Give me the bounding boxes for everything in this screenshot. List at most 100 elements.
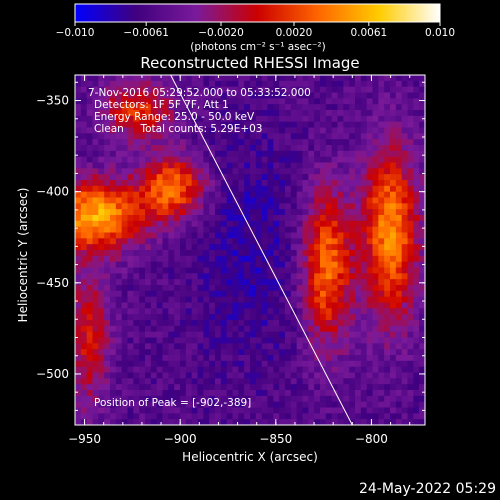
heatmap-cell xyxy=(378,162,385,169)
heatmap-cell xyxy=(261,250,268,257)
heatmap-cell xyxy=(185,413,193,420)
heatmap-cell xyxy=(250,255,257,263)
heatmap-cell xyxy=(185,290,193,298)
heatmap-cell xyxy=(261,366,268,373)
heatmap-cell xyxy=(331,395,338,403)
heatmap-cell xyxy=(145,75,152,82)
heatmap-cell xyxy=(75,384,82,391)
heatmap-cell xyxy=(302,150,309,158)
heatmap-cell xyxy=(296,407,303,414)
heatmap-cell xyxy=(308,209,315,216)
heatmap-cell xyxy=(279,80,286,88)
heatmap-cell xyxy=(290,419,298,425)
heatmap-cell xyxy=(92,156,99,163)
heatmap-cell xyxy=(203,349,210,356)
heatmap-cell xyxy=(203,325,210,333)
heatmap-cell xyxy=(343,115,350,123)
heatmap-cell xyxy=(226,384,233,391)
heatmap-cell xyxy=(279,290,286,298)
heatmap-cell xyxy=(145,232,152,239)
heatmap-cell xyxy=(115,110,123,117)
heatmap-cell xyxy=(104,232,111,239)
heatmap-cell xyxy=(209,215,216,222)
heatmap-cell xyxy=(255,273,263,280)
heatmap-cell xyxy=(162,255,169,263)
heatmap-cell xyxy=(139,395,146,403)
heatmap-cell xyxy=(407,343,414,350)
heatmap-cell xyxy=(180,139,187,146)
heatmap-cell xyxy=(285,255,292,263)
heatmap-cell xyxy=(343,244,350,251)
heatmap-cell xyxy=(302,156,309,163)
heatmap-cell xyxy=(191,360,198,368)
heatmap-cell xyxy=(226,174,233,181)
heatmap-cell xyxy=(250,145,257,152)
heatmap-cell xyxy=(174,349,181,356)
heatmap-cell xyxy=(215,372,222,379)
heatmap-cell xyxy=(302,110,309,117)
heatmap-cell xyxy=(395,296,403,303)
heatmap-cell xyxy=(296,174,303,181)
heatmap-cell xyxy=(197,267,204,274)
heatmap-cell xyxy=(407,156,414,163)
heatmap-cell xyxy=(226,92,233,99)
heatmap-cell xyxy=(139,133,146,140)
heatmap-cell xyxy=(285,139,292,146)
heatmap-cell xyxy=(267,267,274,274)
heatmap-cell xyxy=(203,273,210,280)
heatmap-cell xyxy=(255,325,263,333)
heatmap-cell xyxy=(261,360,268,368)
heatmap-cell xyxy=(296,133,303,140)
heatmap-cell xyxy=(139,80,146,88)
heatmap-cell xyxy=(308,168,315,175)
heatmap-cell xyxy=(168,401,175,408)
heatmap-cell xyxy=(75,139,82,146)
heatmap-cell xyxy=(127,232,134,239)
heatmap-cell xyxy=(238,255,245,263)
heatmap-cell xyxy=(92,180,99,187)
heatmap-cell xyxy=(273,98,280,105)
heatmap-cell xyxy=(320,331,327,338)
heatmap-cell xyxy=(226,139,233,146)
heatmap-cell xyxy=(279,168,286,175)
heatmap-cell xyxy=(337,372,344,379)
heatmap-cell xyxy=(413,150,420,158)
heatmap-cell xyxy=(150,92,158,99)
heatmap-cell xyxy=(343,220,350,228)
heatmap-cell xyxy=(378,407,385,414)
heatmap-cell xyxy=(203,378,210,385)
heatmap-cell xyxy=(407,150,414,158)
heatmap-cell xyxy=(145,150,152,158)
heatmap-cell xyxy=(238,290,245,298)
heatmap-cell xyxy=(98,366,105,373)
heatmap-cell xyxy=(285,80,292,88)
heatmap-cell xyxy=(98,115,105,123)
heatmap-cell xyxy=(92,349,99,356)
heatmap-cell xyxy=(331,372,338,379)
heatmap-cell xyxy=(168,156,175,163)
heatmap-cell xyxy=(203,185,210,193)
heatmap-cell xyxy=(261,390,268,397)
heatmap-cell xyxy=(390,162,397,169)
heatmap-cell xyxy=(267,110,274,117)
heatmap-cell xyxy=(121,395,128,403)
heatmap-cell xyxy=(290,337,298,344)
heatmap-cell xyxy=(110,261,117,268)
heatmap-cell xyxy=(407,168,414,175)
heatmap-cell xyxy=(255,203,263,210)
heatmap-cell xyxy=(121,285,128,292)
heatmap-cell xyxy=(244,343,251,350)
heatmap-cell xyxy=(156,390,163,397)
heatmap-cell xyxy=(349,366,356,373)
heatmap-cell xyxy=(104,226,111,233)
heatmap-cell xyxy=(419,395,425,403)
heatmap-cell xyxy=(372,413,379,420)
heatmap-cell xyxy=(220,419,228,425)
heatmap-cell xyxy=(314,395,321,403)
solar-limb-line xyxy=(170,75,353,425)
heatmap-cell xyxy=(384,110,391,117)
heatmap-cell xyxy=(407,372,414,379)
heatmap-cell xyxy=(314,390,321,397)
heatmap-cell xyxy=(296,121,303,128)
heatmap-cell xyxy=(121,360,128,368)
